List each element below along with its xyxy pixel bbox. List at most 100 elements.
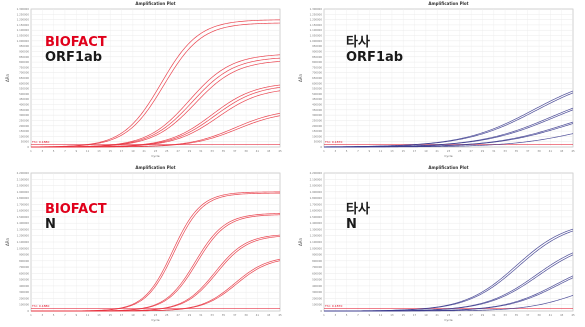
chart-title: Amplification Plot xyxy=(428,1,468,6)
y-tick-label: 750000 xyxy=(19,65,29,69)
x-tick-label: 25 xyxy=(165,149,169,153)
x-tick-label: 5 xyxy=(53,149,55,153)
x-tick-label: 11 xyxy=(86,313,90,317)
y-tick-label: 1.300000 xyxy=(17,227,30,231)
x-tick-label: 41 xyxy=(549,149,553,153)
x-tick-label: 21 xyxy=(143,313,147,317)
x-tick-label: 7 xyxy=(64,313,66,317)
y-tick-label: 250000 xyxy=(312,118,322,122)
x-tick-label: 1 xyxy=(323,149,325,153)
x-tick-label: 3 xyxy=(334,313,336,317)
x-tick-label: 5 xyxy=(346,149,348,153)
x-tick-label: 7 xyxy=(357,149,359,153)
amplification-curve xyxy=(324,295,574,312)
y-tick-label: 700000 xyxy=(312,71,322,75)
y-axis-label: ΔRn xyxy=(5,238,10,247)
x-tick-label: 7 xyxy=(64,149,66,153)
y-tick-label: 950000 xyxy=(19,44,29,48)
x-tick-label: 3 xyxy=(41,149,43,153)
x-axis-label: Cycle xyxy=(444,154,452,158)
y-tick-label: 1.150000 xyxy=(310,23,323,27)
y-tick-label: 1.300000 xyxy=(310,7,323,11)
y-tick-label: 400000 xyxy=(19,103,29,107)
target-label: ORF1ab xyxy=(346,50,404,65)
y-tick-label: 700000 xyxy=(19,71,29,75)
y-tick-label: 1.000000 xyxy=(17,39,30,43)
y-axis-label: ΔRn xyxy=(5,74,10,83)
y-tick-label: 1.100000 xyxy=(17,28,30,32)
threshold-label: Thr: 0.1870 xyxy=(324,140,342,144)
y-tick-label: 50000 xyxy=(314,140,323,144)
y-tick-label: 500000 xyxy=(19,92,29,96)
y-tick-label: 200000 xyxy=(19,124,29,128)
y-tick-label: 350000 xyxy=(19,108,29,112)
y-tick-label: 400000 xyxy=(19,284,29,288)
y-tick-label: 300000 xyxy=(312,290,322,294)
x-tick-label: 23 xyxy=(447,149,451,153)
y-tick-label: 1.150000 xyxy=(17,23,30,27)
x-tick-label: 41 xyxy=(256,149,260,153)
y-tick-label: 1.500000 xyxy=(17,215,30,219)
amplification-curve xyxy=(324,133,574,148)
y-tick-label: 950000 xyxy=(312,44,322,48)
x-tick-label: 37 xyxy=(233,149,237,153)
x-tick-label: 23 xyxy=(154,313,158,317)
x-tick-label: 45 xyxy=(571,149,575,153)
x-tick-label: 45 xyxy=(278,313,282,317)
y-tick-label: 500000 xyxy=(312,92,322,96)
y-tick-label: 600000 xyxy=(312,271,322,275)
x-tick-label: 33 xyxy=(210,313,214,317)
y-axis-label: ΔRn xyxy=(298,238,303,247)
y-tick-label: 1.900000 xyxy=(310,190,323,194)
x-tick-label: 39 xyxy=(537,149,541,153)
y-tick-label: 1.700000 xyxy=(310,202,323,206)
target-label: N xyxy=(45,217,56,232)
plot-caption: BIOFACT ORF1ab xyxy=(45,35,107,65)
x-tick-label: 43 xyxy=(560,149,564,153)
y-tick-label: 350000 xyxy=(312,108,322,112)
y-tick-label: 500000 xyxy=(312,278,322,282)
y-tick-label: 300000 xyxy=(312,113,322,117)
x-tick-label: 43 xyxy=(267,313,271,317)
x-tick-label: 11 xyxy=(86,149,90,153)
x-tick-label: 9 xyxy=(368,313,370,317)
y-tick-label: 1.800000 xyxy=(17,196,30,200)
y-tick-label: 550000 xyxy=(19,87,29,91)
x-tick-label: 17 xyxy=(120,149,124,153)
y-tick-label: 250000 xyxy=(19,118,29,122)
y-axis-label: ΔRn xyxy=(298,74,303,83)
x-tick-label: 19 xyxy=(131,149,135,153)
y-tick-label: 150000 xyxy=(19,129,29,133)
y-tick-label: 1.700000 xyxy=(17,202,30,206)
amplification-plot-chart: Amplification Plot ΔRn 2.200000 2.100000 2.0… xyxy=(5,165,282,322)
brand-label: BIOFACT xyxy=(45,35,107,50)
x-tick-label: 37 xyxy=(526,149,530,153)
y-tick-label: 400000 xyxy=(312,284,322,288)
y-tick-label: 1.100000 xyxy=(310,240,323,244)
y-tick-label: 450000 xyxy=(312,97,322,101)
y-tick-label: 1.100000 xyxy=(17,240,30,244)
x-tick-label: 11 xyxy=(379,313,383,317)
y-tick-label: 800000 xyxy=(312,259,322,263)
x-tick-label: 45 xyxy=(571,313,575,317)
y-tick-label: 1.800000 xyxy=(310,196,323,200)
y-tick-label: 1.050000 xyxy=(310,34,323,38)
x-tick-label: 15 xyxy=(402,149,406,153)
y-tick-label: 1.100000 xyxy=(310,28,323,32)
x-tick-label: 35 xyxy=(515,313,519,317)
x-tick-label: 11 xyxy=(379,149,383,153)
target-label: N xyxy=(346,217,357,232)
y-tick-label: 100000 xyxy=(312,303,322,307)
y-tick-label: 150000 xyxy=(312,129,322,133)
x-tick-label: 19 xyxy=(424,149,428,153)
y-tick-label: 1.200000 xyxy=(17,18,30,22)
y-tick-label: 2.200000 xyxy=(17,171,30,175)
y-tick-label: 2.000000 xyxy=(17,184,30,188)
y-tick-label: 900000 xyxy=(19,49,29,53)
x-tick-label: 15 xyxy=(402,313,406,317)
x-tick-label: 29 xyxy=(481,149,485,153)
y-tick-label: 700000 xyxy=(312,265,322,269)
y-tick-label: 800000 xyxy=(19,259,29,263)
x-tick-label: 15 xyxy=(109,149,113,153)
